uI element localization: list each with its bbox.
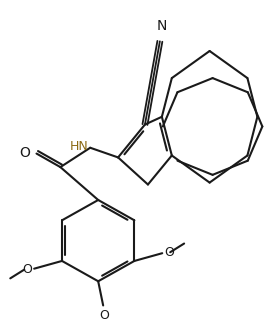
Text: O: O (99, 309, 109, 322)
Text: O: O (22, 263, 32, 276)
Text: HN: HN (69, 140, 88, 153)
Text: O: O (164, 246, 174, 259)
Text: N: N (157, 18, 167, 33)
Text: O: O (20, 145, 31, 160)
